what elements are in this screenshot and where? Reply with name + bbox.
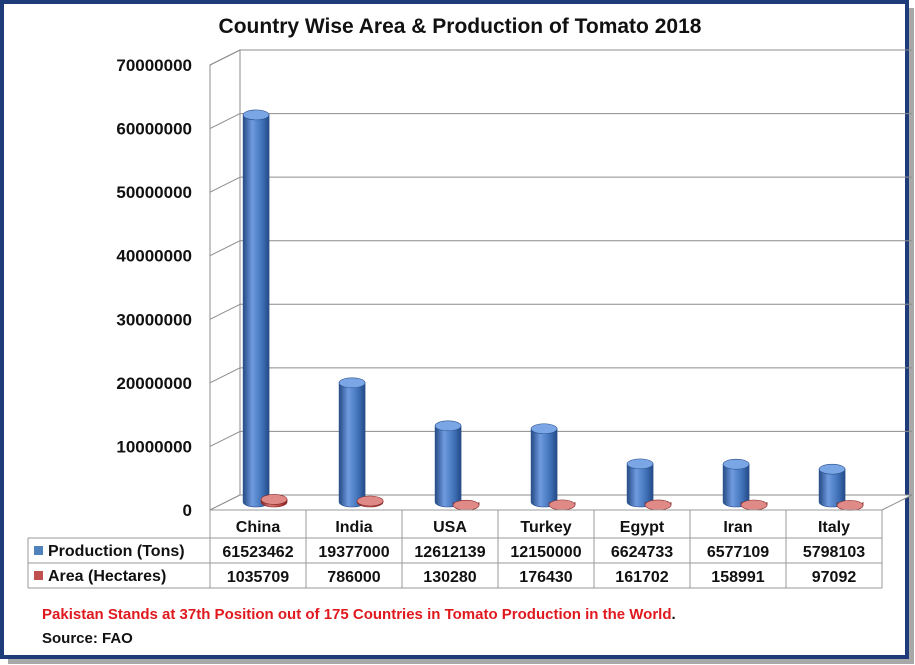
data-label: 158991 <box>711 569 764 586</box>
bar-area-turkey <box>548 499 576 511</box>
bar-production-turkey <box>530 423 558 508</box>
bar-area-india <box>356 495 384 508</box>
data-label: 176430 <box>519 569 572 586</box>
legend-label: Area (Hectares) <box>48 568 166 585</box>
data-label: 5798103 <box>803 544 865 561</box>
table-line <box>881 504 893 511</box>
bar-production-india <box>338 377 366 508</box>
data-label: 161702 <box>615 569 668 586</box>
bar-production-italy <box>818 463 846 508</box>
x-tick-label: Egypt <box>620 519 665 536</box>
data-label: 130280 <box>423 569 476 586</box>
x-tick-label: Turkey <box>520 519 571 536</box>
data-label: 786000 <box>327 569 380 586</box>
bar-production-china <box>242 109 270 508</box>
y-tick-label: 30000000 <box>116 310 192 329</box>
data-label: 19377000 <box>318 544 389 561</box>
y-tick-label: 60000000 <box>116 120 192 139</box>
side-wall <box>209 49 241 511</box>
bar-production-usa <box>434 420 462 508</box>
legend-key <box>34 546 43 555</box>
gridline-diag <box>209 303 241 320</box>
data-label: 12612139 <box>414 544 485 561</box>
bar-area-italy <box>836 500 864 511</box>
bar-area-iran <box>740 499 768 511</box>
bar-production-egypt <box>626 458 654 508</box>
data-label: 12150000 <box>510 544 581 561</box>
y-tick-label: 50000000 <box>116 183 192 202</box>
y-axis-ticks: 0 10000000 20000000 30000000 40000000 5000000… <box>116 56 192 520</box>
y-tick-label: 10000000 <box>116 437 192 456</box>
gridlines <box>209 49 913 511</box>
bar-area-china <box>260 494 288 508</box>
data-label: 6577109 <box>707 544 769 561</box>
data-table: China India USA Turkey Egypt Iran Italy Product… <box>27 504 893 589</box>
bar-production-iran <box>722 458 750 508</box>
legend-label: Production (Tons) <box>48 543 185 560</box>
data-label: 1035709 <box>227 569 289 586</box>
x-tick-label: Iran <box>723 519 752 536</box>
chart-title: Country Wise Area & Production of Tomato… <box>219 15 702 38</box>
bar-area-usa <box>452 499 480 511</box>
data-label: 97092 <box>812 569 857 586</box>
gridline-diag <box>209 113 241 130</box>
gridline-diag <box>209 240 241 257</box>
gridline-diag <box>209 367 241 384</box>
data-label: 6624733 <box>611 544 673 561</box>
gridline-diag <box>209 176 241 193</box>
x-tick-label: Italy <box>818 519 850 536</box>
source-note: Source: FAO <box>42 630 133 647</box>
x-tick-label: USA <box>433 519 467 536</box>
x-tick-label: China <box>236 519 281 536</box>
y-tick-label: 0 <box>183 501 192 520</box>
footnote-end-mark: . <box>671 606 676 623</box>
data-label: 61523462 <box>222 544 293 561</box>
gridline-diag <box>209 430 241 447</box>
legend-key <box>34 571 43 580</box>
x-tick-label: India <box>335 519 372 536</box>
bar-area-egypt <box>644 499 672 511</box>
footnote-text: Pakistan Stands at 37th Position out of … <box>42 606 672 623</box>
gridline-diag <box>209 49 241 66</box>
footnote: Pakistan Stands at 37th Position out of … <box>42 606 676 623</box>
bars <box>242 109 864 511</box>
y-tick-label: 40000000 <box>116 247 192 266</box>
y-tick-label: 70000000 <box>116 56 192 75</box>
y-tick-label: 20000000 <box>116 374 192 393</box>
